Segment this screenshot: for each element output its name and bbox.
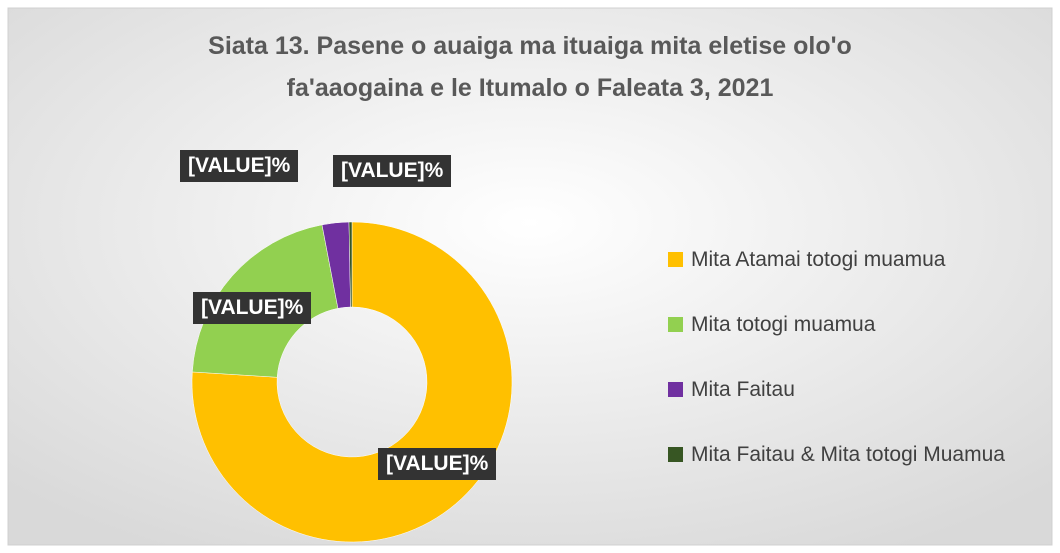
- title-box: Siata 13. Pasene o auaiga ma ituaiga mit…: [208, 32, 852, 102]
- legend-entry: Mita Faitau & Mita totogi Muamua: [668, 438, 1008, 472]
- data-label: [VALUE]%: [180, 150, 299, 182]
- legend-entry: Mita Atamai totogi muamua: [668, 243, 1008, 277]
- legend-label: Mita Faitau: [691, 378, 795, 401]
- legend-label: Mita totogi muamua: [691, 313, 876, 336]
- legend-label: Mita Atamai totogi muamua: [691, 248, 946, 271]
- legend-entry: Mita Faitau: [668, 373, 1008, 407]
- legend-entry: Mita totogi muamua: [668, 308, 1008, 342]
- legend-swatch: [668, 252, 683, 267]
- legend-label: Mita Faitau & Mita totogi Muamua: [691, 443, 1005, 466]
- chart-area: [7, 7, 1053, 546]
- legend-swatch: [668, 317, 683, 332]
- doughnut-segment: [348, 221, 353, 308]
- chart-title: Siata 13. Pasene o auaiga ma ituaiga mit…: [208, 32, 852, 102]
- legend-swatch: [668, 447, 683, 462]
- data-label: [VALUE]%: [378, 448, 497, 480]
- data-label: [VALUE]%: [193, 292, 312, 324]
- data-label: [VALUE]%: [333, 155, 452, 187]
- legend-swatch: [668, 382, 683, 397]
